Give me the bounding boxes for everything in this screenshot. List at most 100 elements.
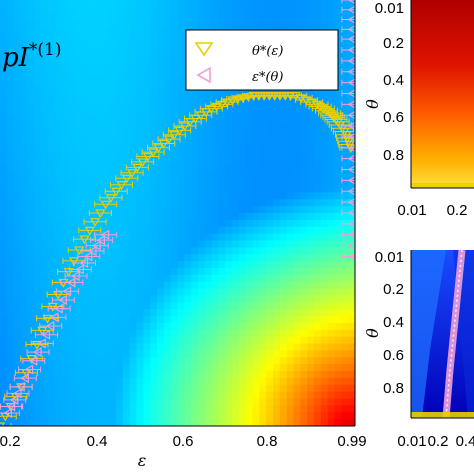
heatmap-cell <box>47 254 56 262</box>
heatmap-cell <box>34 164 42 173</box>
heatmap-cell <box>27 130 35 139</box>
heatmap-cell <box>34 158 42 166</box>
heatmap-cell <box>75 240 83 248</box>
heatmap-cell <box>95 151 104 159</box>
heatmap-cell <box>218 329 226 338</box>
heatmap-cell <box>307 226 315 235</box>
heatmap-cell <box>122 213 131 221</box>
heatmap-cell <box>163 377 172 386</box>
heatmap-cell <box>109 384 117 393</box>
heatmap-cell <box>129 295 138 303</box>
heatmap-cell <box>150 322 158 331</box>
heatmap-cell <box>232 322 240 331</box>
heatmap-cell <box>27 151 35 159</box>
heatmap-cell <box>81 405 90 413</box>
heatmap-cell <box>75 295 83 303</box>
heatmap-cell <box>27 302 35 310</box>
heatmap-cell <box>20 398 28 406</box>
heatmap-cell <box>163 316 172 324</box>
heatmap-cell <box>136 247 144 255</box>
heatmap-cell <box>334 206 342 214</box>
heatmap-cell <box>170 302 179 310</box>
heatmap-cell <box>27 144 35 152</box>
heatmap-cell <box>129 109 138 118</box>
heatmap-cell <box>225 384 233 393</box>
heatmap-cell <box>75 178 83 187</box>
heatmap-cell <box>218 137 226 145</box>
heatmap-cell <box>0 68 8 77</box>
heatmap-cell <box>348 412 355 420</box>
heatmap-cell <box>170 158 179 166</box>
heatmap-cell <box>307 419 315 426</box>
heatmap-cell <box>129 384 138 393</box>
heatmap-cell <box>61 199 69 207</box>
heatmap-cell <box>293 206 301 214</box>
heatmap-cell <box>116 151 124 159</box>
heatmap-cell <box>300 178 308 187</box>
heatmap-cell <box>177 329 185 338</box>
heatmap-cell <box>245 357 254 365</box>
heatmap-cell <box>75 247 83 255</box>
heatmap-cell <box>116 164 124 173</box>
heatmap-cell <box>68 178 76 187</box>
heatmap-cell <box>163 350 172 358</box>
heatmap-cell <box>129 247 138 255</box>
heatmap-cell <box>68 144 76 152</box>
heatmap-cell <box>314 89 322 97</box>
heatmap-cell <box>27 48 35 56</box>
heatmap-cell <box>348 158 355 166</box>
heatmap-cell <box>116 350 124 358</box>
data-point <box>158 139 169 149</box>
heatmap-cell <box>218 336 226 345</box>
heatmap-cell <box>327 144 336 152</box>
heatmap-cell <box>286 350 295 358</box>
heatmap-cell <box>95 116 104 125</box>
heatmap-cell <box>293 371 301 379</box>
heatmap-cell <box>327 247 336 255</box>
heatmap-cell <box>68 68 76 77</box>
heatmap-cell <box>6 302 15 310</box>
data-point <box>347 230 355 239</box>
heatmap-cell <box>286 240 295 248</box>
heatmap-cell <box>61 240 69 248</box>
heatmap-cell <box>259 316 267 324</box>
heatmap-cell <box>177 316 185 324</box>
heatmap-cell <box>334 412 342 420</box>
heatmap-cell <box>225 151 233 159</box>
heatmap-cell <box>238 377 247 386</box>
heatmap-cell <box>293 213 301 221</box>
heatmap-cell <box>34 206 42 214</box>
heatmap-cell <box>81 48 90 56</box>
heatmap-cell <box>273 405 281 413</box>
heatmap-cell <box>314 130 322 139</box>
heatmap-cell <box>225 116 233 125</box>
heatmap-cell <box>136 116 144 125</box>
heatmap-cell <box>334 254 342 262</box>
heatmap-cell <box>327 398 336 406</box>
heatmap-cell <box>184 233 192 242</box>
heatmap-cell <box>34 261 42 269</box>
heatmap-cell <box>191 137 199 145</box>
heatmap-cell <box>327 199 336 207</box>
heatmap-cell <box>245 123 254 132</box>
heatmap-cell <box>150 240 158 248</box>
heatmap-cell <box>40 391 49 400</box>
heatmap-cell <box>341 281 349 290</box>
heatmap-cell <box>6 343 15 352</box>
heatmap-cell <box>191 192 199 200</box>
heatmap-cell <box>143 89 151 97</box>
error-bar <box>120 169 144 176</box>
heatmap-cell <box>143 54 151 63</box>
heatmap-cell <box>157 89 165 97</box>
heatmap-cell <box>314 151 322 159</box>
heatmap-cell <box>300 116 308 125</box>
heatmap-cell <box>143 288 151 297</box>
heatmap-cell <box>81 130 90 139</box>
heatmap-cell <box>279 20 288 29</box>
heatmap-cell <box>68 261 76 269</box>
heatmap-cell <box>122 316 131 324</box>
heatmap-cell <box>88 20 97 29</box>
heatmap-cell <box>163 185 172 193</box>
heatmap-cell <box>286 336 295 345</box>
heatmap-cell <box>122 151 131 159</box>
